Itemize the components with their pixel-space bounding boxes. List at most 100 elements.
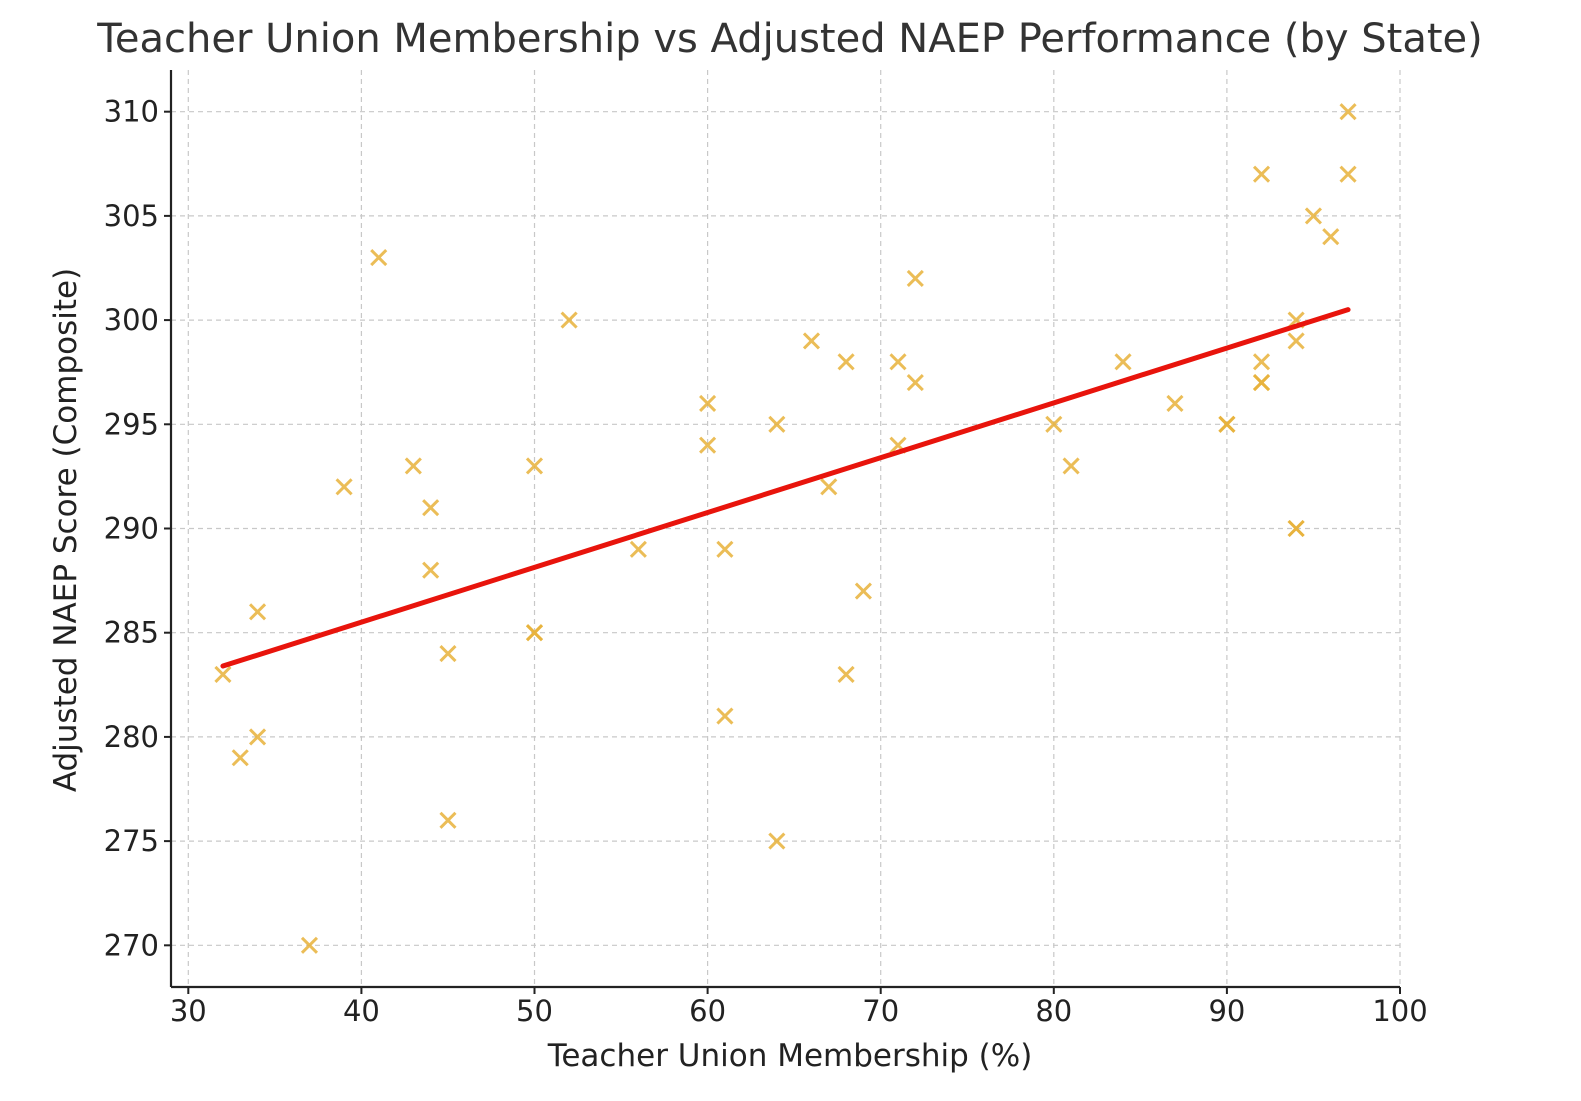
data-point (1218, 415, 1236, 433)
data-point-stroke (404, 457, 422, 475)
data-point-stroke (1062, 457, 1080, 475)
data-point (404, 457, 422, 475)
data-point (300, 936, 319, 954)
data-point-stroke (716, 707, 734, 725)
data-point-stroke (1252, 353, 1271, 371)
data-point-stroke (629, 540, 647, 558)
data-point-stroke (820, 478, 838, 496)
data-point (1287, 332, 1305, 350)
data-point (716, 540, 734, 558)
data-point (439, 644, 457, 663)
data-point (525, 624, 544, 642)
data-point (1304, 207, 1323, 225)
data-point (802, 332, 821, 350)
data-point (525, 457, 544, 475)
y-tick-label: 305 (104, 199, 159, 233)
data-point (1322, 228, 1340, 246)
x-tick-label: 100 (1372, 994, 1427, 1028)
data-point-stroke (1287, 332, 1305, 350)
y-tick-label: 270 (104, 928, 159, 962)
x-tick-label: 50 (516, 994, 553, 1028)
tick-labels: 30 40 50 60 70 80 90 100 270 275 280 285 290 295 300 30… (104, 95, 1428, 1028)
x-tick-label: 90 (1208, 994, 1245, 1028)
data-point (854, 582, 872, 600)
data-point (768, 415, 786, 433)
data-point-stroke (214, 665, 232, 683)
data-point (1252, 374, 1271, 392)
data-point (1287, 519, 1305, 538)
data-point (889, 353, 907, 371)
data-point (439, 811, 457, 829)
grid (171, 70, 1401, 987)
data-point-stroke (1166, 394, 1184, 413)
data-point (1339, 165, 1357, 183)
data-point-stroke (699, 436, 717, 454)
data-point-stroke (1339, 165, 1357, 183)
data-point-stroke (768, 832, 786, 850)
data-point-stroke (248, 603, 267, 621)
data-point (1339, 103, 1357, 121)
data-point-stroke (854, 582, 872, 600)
data-point (1252, 353, 1271, 371)
data-point-stroke (231, 749, 249, 767)
data-point-stroke (525, 457, 544, 475)
x-tick-label: 80 (1035, 994, 1072, 1028)
x-tick-label: 60 (689, 994, 726, 1028)
data-point (214, 665, 232, 683)
data-point-stroke (802, 332, 821, 350)
data-point-stroke (439, 644, 457, 663)
trend-layer (220, 307, 1351, 669)
y-tick-label: 300 (104, 303, 159, 337)
data-point-stroke (370, 249, 388, 267)
y-axis-label: Adjusted NAEP Score (Composite) (48, 268, 84, 792)
data-point-stroke (1322, 228, 1340, 246)
data-point-stroke (889, 436, 907, 454)
data-point (560, 311, 578, 329)
data-point-stroke (525, 624, 544, 642)
data-point-stroke (560, 311, 578, 329)
data-point (699, 394, 717, 413)
data-point (837, 665, 855, 683)
data-point-stroke (906, 269, 924, 287)
y-tick-label: 310 (104, 95, 159, 129)
data-point (906, 374, 924, 392)
data-point (335, 478, 353, 496)
data-point-stroke (422, 561, 440, 579)
data-point (1166, 394, 1184, 413)
data-point-stroke (248, 728, 267, 746)
data-point (699, 436, 717, 454)
data-point (1114, 353, 1132, 371)
data-point (422, 561, 440, 579)
chart-title: Teacher Union Membership vs Adjusted NAE… (96, 16, 1483, 62)
y-tick-label: 280 (104, 720, 159, 754)
x-axis-label: Teacher Union Membership (%) (547, 1038, 1033, 1074)
data-point-stroke (1339, 103, 1357, 121)
data-point-stroke (889, 353, 907, 371)
data-point-stroke (906, 374, 924, 392)
data-point (248, 728, 267, 746)
data-point-stroke (1218, 415, 1236, 433)
data-points (214, 103, 1357, 954)
trend-line (220, 307, 1351, 669)
data-point-stroke (335, 478, 353, 496)
x-tick-label: 70 (862, 994, 899, 1028)
data-point (1062, 457, 1080, 475)
data-point (1252, 165, 1271, 183)
data-point (716, 707, 734, 725)
data-point-stroke (1304, 207, 1323, 225)
data-point-stroke (422, 499, 440, 517)
y-tick-label: 290 (104, 512, 159, 546)
data-point-stroke (1252, 165, 1271, 183)
data-point (837, 353, 855, 371)
y-tick-label: 275 (104, 824, 159, 858)
data-point-stroke (1045, 415, 1063, 433)
y-tick-label: 285 (104, 616, 159, 650)
data-point (231, 749, 249, 767)
data-point-stroke (1252, 374, 1271, 392)
data-point-stroke (716, 540, 734, 558)
data-point-stroke (837, 665, 855, 683)
x-tick-label: 30 (170, 994, 207, 1028)
data-point (768, 832, 786, 850)
